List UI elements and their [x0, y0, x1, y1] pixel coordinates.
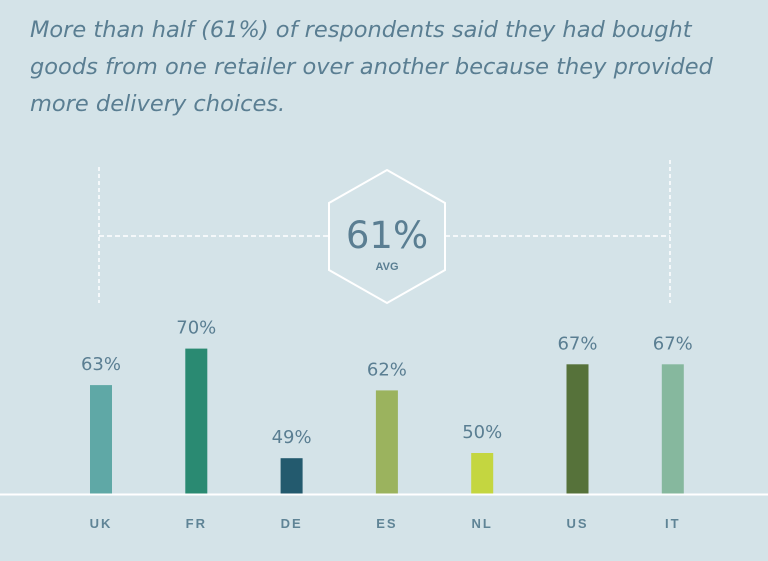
- bar-us: [566, 364, 589, 494]
- category-label-es: ES: [376, 516, 397, 531]
- bar-it: [661, 364, 684, 494]
- category-label-nl: NL: [472, 516, 493, 531]
- category-label-us: US: [566, 516, 588, 531]
- category-label-it: IT: [665, 516, 681, 531]
- value-label-uk: 63%: [81, 354, 121, 375]
- bar-uk: [90, 385, 112, 494]
- category-labels-group: UK FR DE ES NL US IT: [90, 516, 681, 531]
- bars-group: [90, 348, 684, 494]
- value-label-nl: 50%: [462, 422, 502, 443]
- bar-nl: [471, 453, 494, 494]
- value-label-us: 67%: [557, 333, 597, 354]
- bar-de: [280, 458, 303, 494]
- bar-es: [375, 390, 398, 494]
- avg-hexagon: [328, 168, 446, 305]
- category-label-uk: UK: [90, 516, 113, 531]
- avg-value-label: 61%: [346, 214, 428, 257]
- value-label-es: 62%: [367, 359, 407, 380]
- value-labels-group: 63% 70% 49% 62% 50% 67% 67%: [81, 318, 693, 449]
- value-label-it: 67%: [653, 333, 693, 354]
- category-label-de: DE: [281, 516, 303, 531]
- value-label-fr: 70%: [176, 318, 216, 339]
- category-label-fr: FR: [186, 516, 207, 531]
- avg-caption: AVG: [375, 261, 398, 273]
- average-indicator: 61% AVG: [98, 160, 671, 305]
- value-label-de: 49%: [272, 427, 312, 448]
- bar-fr: [185, 348, 208, 494]
- chart-headline: More than half (61%) of respondents said…: [30, 17, 713, 117]
